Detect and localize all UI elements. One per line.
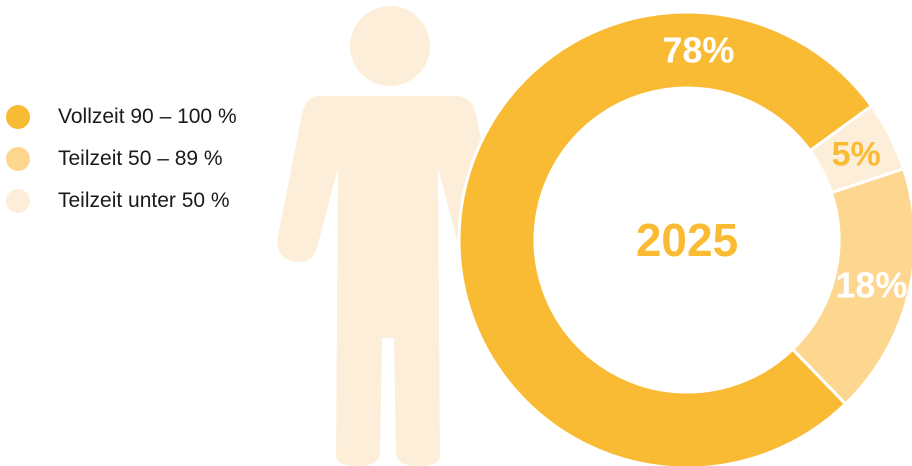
legend-swatch [6, 105, 30, 129]
slice-label-18: 18% [835, 265, 907, 306]
legend-label: Teilzeit unter 50 % [58, 189, 230, 212]
legend-swatch [6, 147, 30, 171]
legend-item-teilzeit-unter-50: Teilzeit unter 50 % [6, 180, 237, 222]
slice-label-5: 5% [832, 135, 881, 173]
slice-label-78: 78% [662, 29, 734, 70]
legend-label: Vollzeit 90 – 100 % [58, 105, 237, 128]
legend-item-teilzeit-50-89: Teilzeit 50 – 89 % [6, 138, 237, 180]
legend-swatch [6, 189, 30, 213]
person-silhouette-icon [277, 6, 501, 466]
center-year-label: 2025 [636, 214, 738, 266]
chart-legend: Vollzeit 90 – 100 % Teilzeit 50 – 89 % T… [6, 96, 237, 222]
legend-label: Teilzeit 50 – 89 % [58, 147, 223, 170]
donut-chart: 5% 18% 78% [457, 10, 912, 466]
donut-slice-78 [457, 10, 874, 466]
legend-item-vollzeit: Vollzeit 90 – 100 % [6, 96, 237, 138]
